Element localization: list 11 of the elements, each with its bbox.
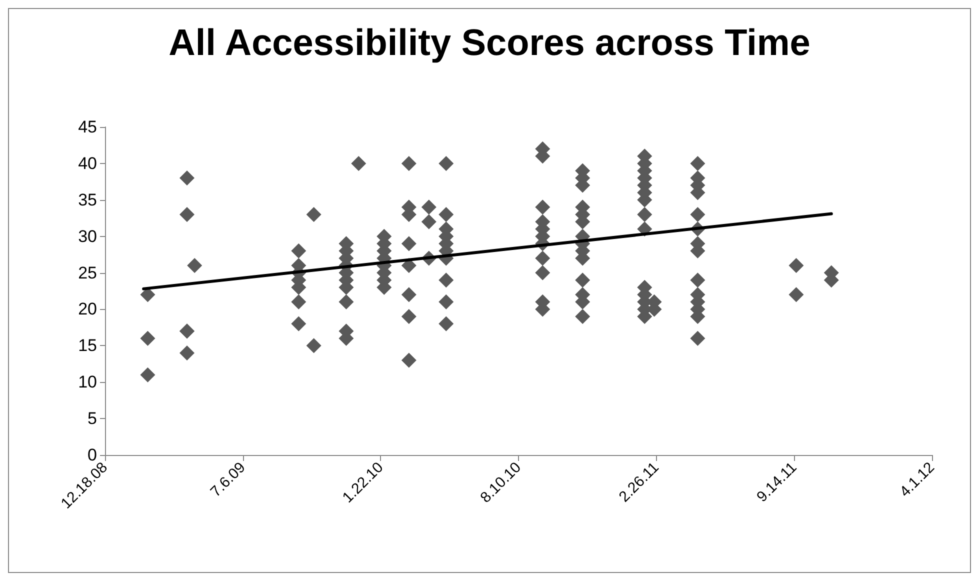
chart-title: All Accessibility Scores across Time [168, 22, 810, 63]
y-tick-label: 25 [78, 263, 97, 282]
y-tick-label: 5 [88, 409, 97, 428]
y-tick-label: 0 [88, 446, 97, 464]
y-tick-label: 35 [78, 190, 97, 210]
y-tick-label: 30 [78, 226, 97, 246]
y-tick-label: 20 [78, 300, 97, 319]
y-tick-label: 45 [78, 118, 97, 136]
y-tick-label: 15 [78, 336, 97, 356]
y-tick-label: 10 [78, 372, 97, 392]
y-tick-label: 40 [78, 154, 97, 173]
